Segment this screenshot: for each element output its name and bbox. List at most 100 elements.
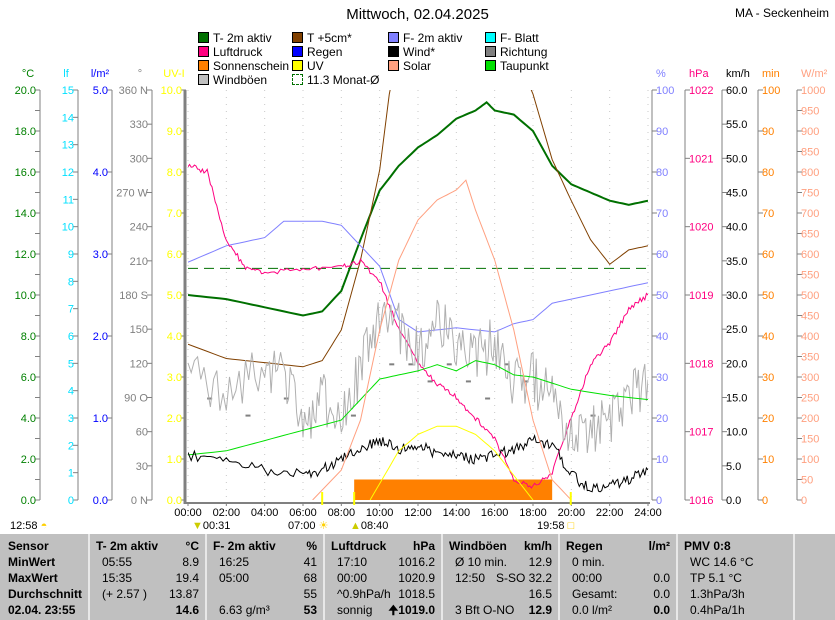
axis-tick-label: 1.0 — [167, 454, 182, 466]
moonset-arrow-icon: ▼ — [192, 520, 203, 532]
axis-unit-label: UV-I — [163, 68, 184, 80]
moonrise: 12:58 ◓ — [10, 520, 47, 532]
direction-dot — [465, 380, 471, 383]
axis-tick-label: 300 — [801, 372, 819, 384]
table-header-cell: F- 2m aktiv — [213, 539, 276, 553]
axis-tick-label: 700 — [801, 208, 819, 220]
axis-tick-label: 7.0 — [167, 208, 182, 220]
table-cell: 15:35 — [102, 571, 133, 585]
table-cell: 1018.5 — [398, 587, 435, 601]
axis-tick-label: 350 — [801, 352, 819, 364]
table-cell: 0.0 — [653, 571, 670, 585]
table-cell: 0.0 l/m² — [572, 603, 613, 617]
legend-swatch-icon — [198, 60, 209, 71]
table-header-cell: PMV 0:8 — [684, 539, 731, 553]
x-tick-label: 06:00 — [289, 507, 317, 519]
sunshine-arrow-icon: ▲ — [350, 520, 361, 532]
axis-tick-label: 650 — [801, 229, 819, 241]
axis-tick-label: 0 — [762, 495, 768, 507]
axis-tick-label: 750 — [801, 188, 819, 200]
legend-swatch-icon — [292, 74, 303, 85]
axis-tick-label: 10.0 — [161, 85, 182, 97]
table-cell: 1016.2 — [398, 555, 435, 569]
series-line-solar — [312, 179, 572, 500]
axis-tick-label: 60.0 — [726, 85, 747, 97]
table-header-cell: % — [306, 539, 317, 553]
legend-swatch-icon — [388, 60, 399, 71]
table-header-cell: km/h — [523, 539, 552, 553]
axis-tick-label: 4.0 — [21, 413, 36, 425]
axis-tick-label: 0 — [68, 495, 74, 507]
table-cell: 13.87 — [168, 587, 199, 601]
x-tick-label: 16:00 — [481, 507, 509, 519]
axis-tick-label: 250 — [801, 393, 819, 405]
table-cell: 00:00 — [337, 571, 368, 585]
axis-tick-label: 40.0 — [726, 222, 747, 234]
axis-tick-label: 150 — [801, 434, 819, 446]
table-cell: 05:55 — [102, 555, 133, 569]
axis-tick-label: 20.0 — [15, 85, 36, 97]
legend-item: 11.3 Monat-Ø — [292, 74, 379, 87]
x-tick-label: 24:00 — [634, 507, 662, 519]
x-tick-label: 20:00 — [558, 507, 586, 519]
table-cell: 53 — [303, 603, 317, 617]
table-header-cell: hPa — [412, 539, 435, 553]
legend-swatch-icon — [388, 46, 399, 57]
legend-swatch-icon — [198, 46, 209, 57]
axis-tick-label: 300 — [130, 153, 148, 165]
moon-icon: ◓ — [40, 520, 48, 532]
axis-tick-label: 60 — [762, 249, 774, 261]
table-cell: 05:00 — [219, 571, 250, 585]
axis-tick-label: 35.0 — [726, 256, 747, 268]
axis-tick-label: 1000 — [801, 85, 825, 97]
legend-label: T +5cm* — [307, 31, 352, 45]
axis-tick-label: 10.0 — [726, 427, 747, 439]
table-cell: 0 min. — [572, 555, 605, 569]
table-cell: WC 14.6 °C — [690, 555, 754, 569]
axis-tick-label: 240 — [130, 222, 148, 234]
axis-tick-label: 30 — [656, 372, 668, 384]
axis-tick-label: 450 — [801, 311, 819, 323]
table-column: Luftdruck hPa 17:10 1016.2 00:00 1020.9 ^0.9hP… — [323, 534, 441, 620]
legend-swatch-icon — [198, 32, 209, 43]
axis-tick-label: 8.0 — [21, 331, 36, 343]
table-cell: Ø 10 min. — [455, 555, 508, 569]
axis-tick-label: 10 — [62, 222, 74, 234]
axis-tick-label: 50 — [656, 290, 668, 302]
axis-tick-label: 0 — [656, 495, 662, 507]
table-header-cell: Luftdruck — [331, 539, 387, 553]
chart-title: Mittwoch, 02.04.2025 — [346, 6, 489, 23]
axis-tick-label: 2 — [68, 440, 74, 452]
table-column: Sensor MinWert MaxWert Durchschnitt 02.04. 2… — [0, 534, 88, 620]
x-tick-label: 08:00 — [328, 507, 356, 519]
direction-dot — [245, 414, 251, 417]
axis-tick-label: 10.0 — [15, 290, 36, 302]
axis-tick-label: 360 N — [119, 85, 148, 97]
direction-dot — [207, 397, 213, 400]
chart-svg: 00:00 02:00 04:00 06:00 08:00 10:00 12:00 14:00… — [15, 68, 828, 519]
table-cell: 19.4 — [175, 571, 199, 585]
axis-tick-label: 12 — [62, 167, 74, 179]
sunshine-start: ▲08:40 — [350, 520, 388, 532]
legend-swatch-icon — [292, 60, 303, 71]
axis-unit-label: ° — [138, 68, 142, 80]
axis-tick-label: 70 — [656, 208, 668, 220]
table-cell: 02.04. 23:55 — [8, 603, 76, 617]
axis-tick-label: 200 — [801, 413, 819, 425]
sunshine-start-time: 08:40 — [360, 520, 389, 532]
table-cell: 0.0 — [653, 587, 670, 601]
axis-tick-label: 150 — [130, 324, 148, 336]
legend-swatch-icon — [485, 60, 496, 71]
table-cell: 1.3hPa/3h — [690, 587, 745, 601]
table-header-cell: Sensor — [8, 539, 49, 553]
legend-item: Windböen — [198, 74, 267, 87]
table-cell: 17:10 — [337, 555, 368, 569]
series-line-taupunkt — [188, 360, 648, 456]
moonset-time: 00:31 — [202, 520, 231, 532]
direction-dot — [389, 363, 395, 366]
axis-unit-label: W/m² — [801, 68, 828, 80]
axis-tick-label: 60 — [136, 427, 148, 439]
legend-swatch-icon — [198, 74, 209, 85]
table-cell: 14.6 — [175, 603, 199, 617]
axis-tick-label: 14.0 — [15, 208, 36, 220]
